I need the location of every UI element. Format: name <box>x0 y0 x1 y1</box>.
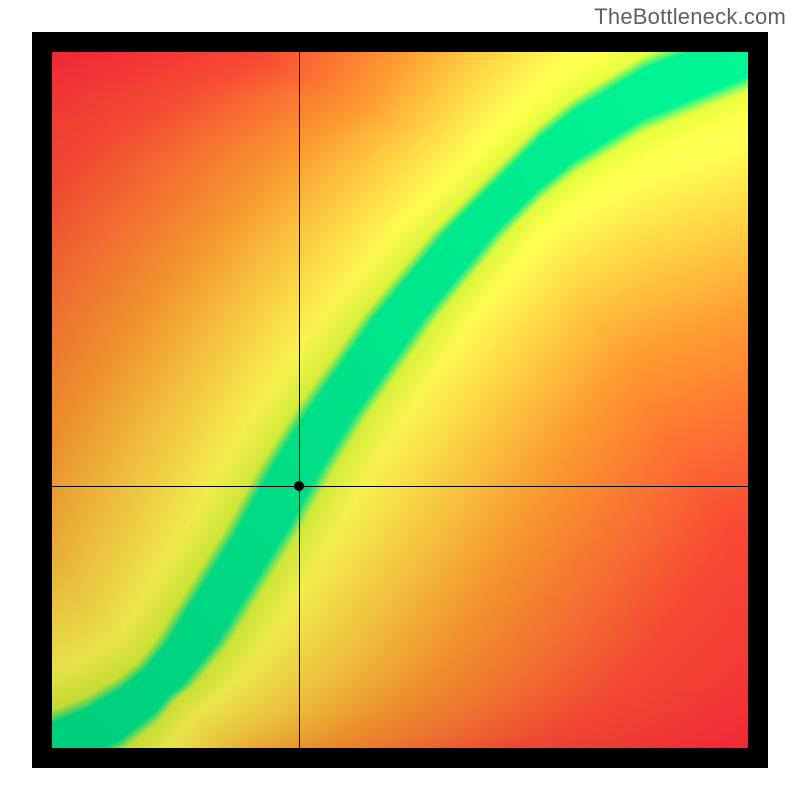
plot-area <box>52 52 748 748</box>
crosshair-horizontal <box>52 486 748 487</box>
crosshair-marker <box>294 481 304 491</box>
watermark: TheBottleneck.com <box>594 4 786 30</box>
crosshair-vertical <box>299 52 300 748</box>
heatmap-canvas <box>52 52 748 748</box>
plot-frame <box>32 32 768 768</box>
